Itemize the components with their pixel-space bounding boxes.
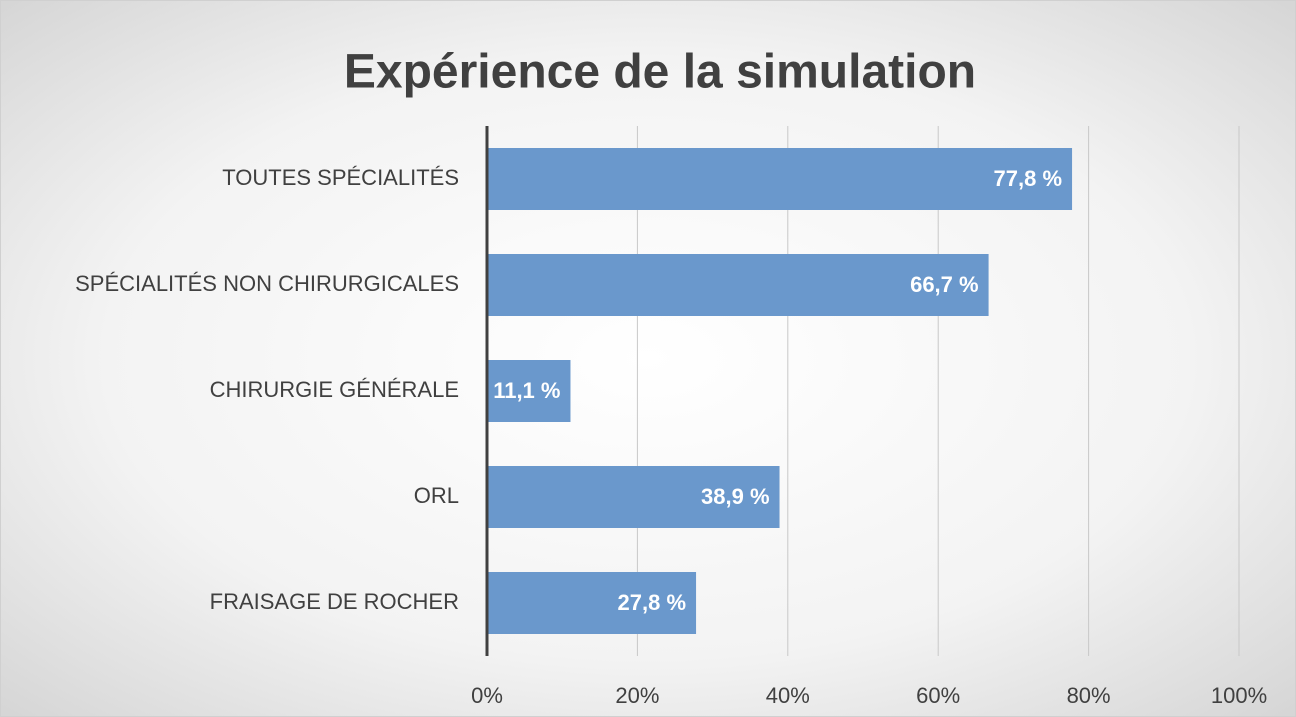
x-tick-label: 100% — [1211, 683, 1267, 708]
data-label: 77,8 % — [994, 166, 1063, 191]
bar — [487, 360, 571, 422]
data-label: 38,9 % — [701, 484, 770, 509]
data-label: 66,7 % — [910, 272, 979, 297]
bar — [487, 572, 697, 634]
y-tick-label: FRAISAGE DE ROCHER — [210, 589, 459, 614]
x-tick-label: 40% — [766, 683, 810, 708]
x-tick-label: 60% — [916, 683, 960, 708]
y-tick-label: SPÉCIALITÉS NON CHIRURGICALES — [75, 271, 459, 296]
x-tick-label: 80% — [1067, 683, 1111, 708]
x-tick-label: 0% — [471, 683, 503, 708]
bar — [487, 148, 1073, 210]
bar — [487, 466, 780, 528]
chart-title: Expérience de la simulation — [344, 46, 976, 99]
x-tick-label: 20% — [615, 683, 659, 708]
y-tick-label: CHIRURGIE GÉNÉRALE — [210, 377, 459, 402]
data-label: 27,8 % — [618, 590, 687, 615]
y-tick-label: ORL — [414, 483, 459, 508]
bar — [487, 254, 989, 316]
data-label: 11,1 % — [493, 378, 560, 403]
y-tick-label: TOUTES SPÉCIALITÉS — [222, 165, 459, 190]
